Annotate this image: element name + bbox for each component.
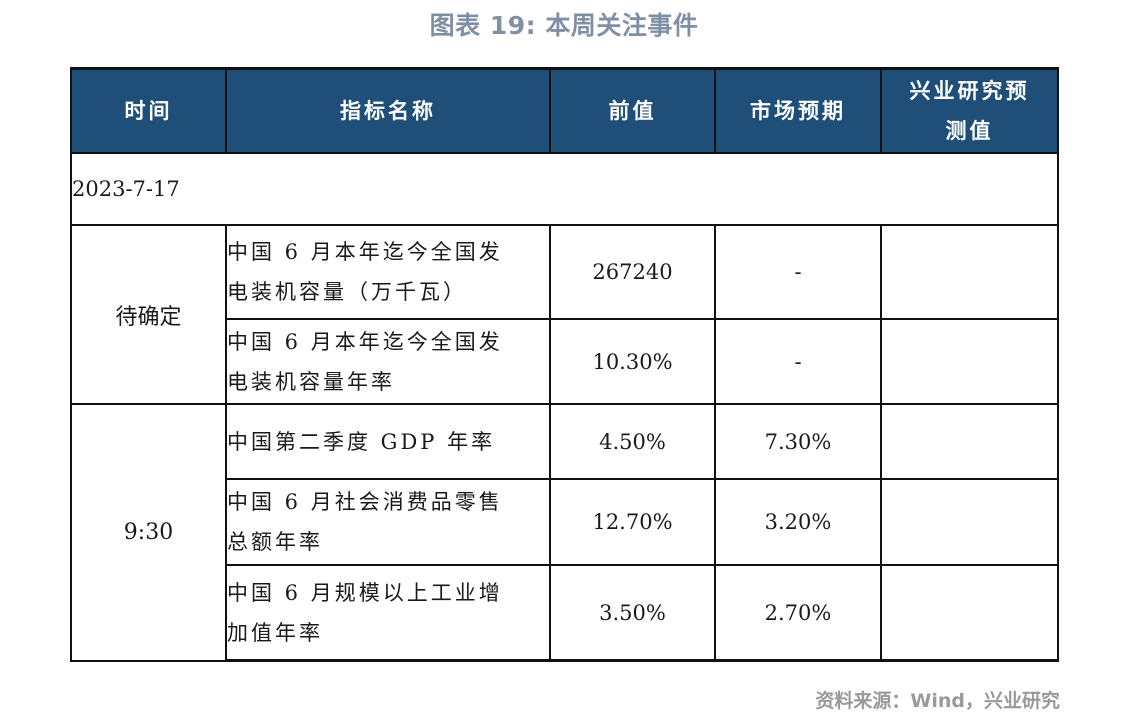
- indicator-line: 中国 6 月本年迄今全国发: [227, 329, 503, 354]
- forecast-value: [880, 318, 1059, 405]
- consensus-value: 3.20%: [714, 478, 882, 566]
- indicator-line: 中国第二季度 GDP 年率: [227, 429, 496, 454]
- indicator-line: 中国 6 月社会消费品零售: [227, 490, 503, 514]
- indicator-line: 总额年率: [227, 530, 323, 554]
- header-forecast-line1: 兴业研究预: [909, 78, 1030, 103]
- indicator-cell: 中国 6 月本年迄今全国发 电装机容量（万千瓦）: [225, 224, 551, 320]
- indicator-cell: 中国 6 月本年迄今全国发 电装机容量年率: [225, 318, 551, 405]
- table-row: 9:30 中国第二季度 GDP 年率 4.50% 7.30%: [70, 403, 1059, 662]
- indicator-line: 中国 6 月规模以上工业增: [227, 580, 503, 605]
- consensus-value: 7.30%: [714, 403, 882, 480]
- indicator-cell: 中国 6 月规模以上工业增 加值年率: [225, 564, 551, 662]
- indicator-line: 加值年率: [227, 620, 323, 645]
- consensus-value: -: [714, 224, 882, 320]
- forecast-value: [880, 564, 1059, 662]
- consensus-value: 2.70%: [714, 564, 882, 662]
- header-forecast: 兴业研究预 测值: [880, 67, 1059, 154]
- indicator-line: 电装机容量年率: [227, 369, 395, 394]
- indicator-line: 电装机容量（万千瓦）: [227, 280, 467, 304]
- header-forecast-line2: 测值: [945, 118, 994, 143]
- consensus-value: -: [714, 318, 882, 405]
- table-row: 中国 6 月本年迄今全国发 电装机容量年率 10.30% -: [71, 318, 1059, 405]
- header-time: 时间: [70, 67, 227, 154]
- previous-value: 12.70%: [549, 478, 716, 566]
- indicator-cell: 中国第二季度 GDP 年率: [225, 403, 551, 480]
- source-note: 资料来源：Wind，兴业研究: [815, 690, 1060, 712]
- time-cell-930: 9:30: [70, 403, 227, 662]
- previous-value: 4.50%: [549, 403, 716, 480]
- date-row: 2023-7-17: [70, 152, 1059, 226]
- header-consensus: 市场预期: [714, 67, 882, 154]
- forecast-value: [880, 403, 1059, 480]
- table-row: 中国 6 月规模以上工业增 加值年率 3.50% 2.70%: [71, 564, 1059, 662]
- date-cell: 2023-7-17: [70, 152, 1059, 226]
- header-previous: 前值: [549, 67, 716, 154]
- table-header-row: 时间 指标名称 前值 市场预期 兴业研究预 测值: [70, 67, 1059, 154]
- table-row: 中国 6 月社会消费品零售 总额年率 12.70% 3.20%: [71, 478, 1059, 566]
- time-cell-tbd: 待确定: [70, 224, 227, 405]
- forecast-value: [880, 224, 1059, 320]
- previous-value: 10.30%: [549, 318, 716, 405]
- table-row: 待确定 中国 6 月本年迄今全国发 电装机容量（万千瓦） 267240 -: [70, 224, 1059, 405]
- indicator-cell: 中国 6 月社会消费品零售 总额年率: [225, 478, 551, 566]
- previous-value: 3.50%: [549, 564, 716, 662]
- indicator-line: 中国 6 月本年迄今全国发: [227, 240, 503, 264]
- header-indicator: 指标名称: [225, 67, 551, 154]
- page-title: 图表 19: 本周关注事件: [429, 11, 699, 40]
- events-table: 时间 指标名称 前值 市场预期 兴业研究预 测值 2023-7-17 待确定 中…: [70, 67, 1059, 662]
- forecast-value: [880, 478, 1059, 566]
- previous-value: 267240: [549, 224, 716, 320]
